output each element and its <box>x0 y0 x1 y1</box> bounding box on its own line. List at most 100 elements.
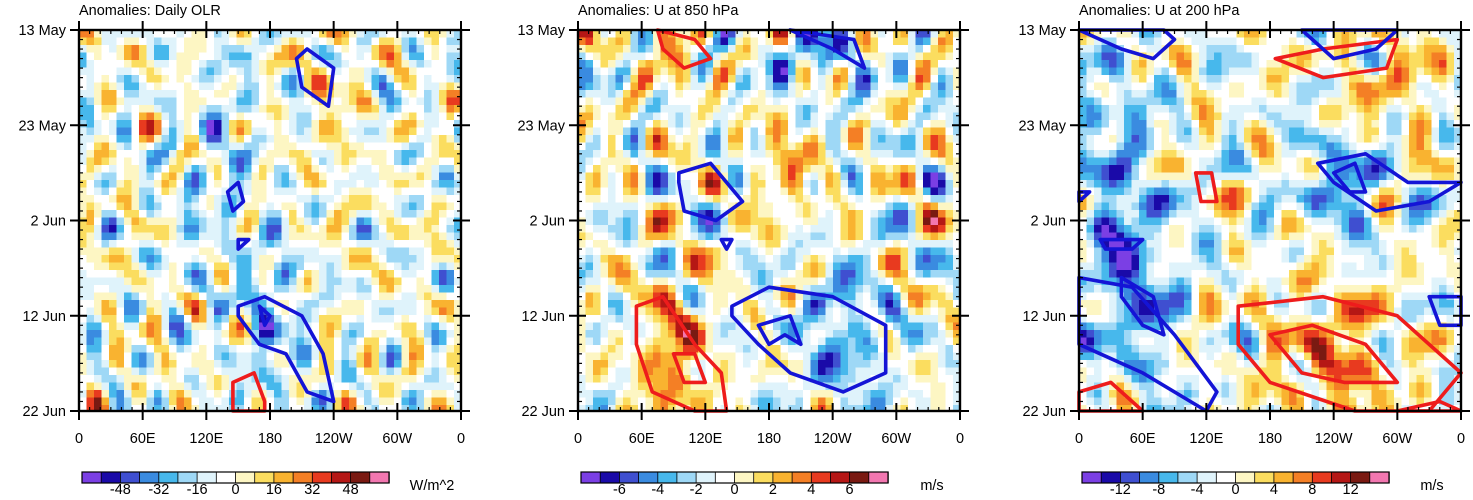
field-cell <box>214 105 222 113</box>
field-cell <box>758 308 766 316</box>
field-cell <box>124 135 132 143</box>
field-cell <box>424 300 432 308</box>
field-cell <box>102 263 110 271</box>
field-cell <box>394 60 402 68</box>
field-cell <box>878 255 886 263</box>
field-cell <box>893 300 901 308</box>
field-cell <box>698 270 706 278</box>
field-cell <box>102 218 110 226</box>
field-cell <box>803 315 811 323</box>
field-cell <box>818 60 826 68</box>
field-cell <box>886 68 894 76</box>
field-cell <box>177 113 185 121</box>
field-cell <box>274 90 282 98</box>
field-cell <box>781 98 789 106</box>
field-cell <box>237 90 245 98</box>
field-cell <box>728 90 736 98</box>
field-cell <box>132 143 140 151</box>
field-cell <box>387 375 395 383</box>
field-cell <box>409 338 417 346</box>
field-cell <box>706 90 714 98</box>
field-cell <box>893 338 901 346</box>
field-cell <box>751 270 759 278</box>
field-cell <box>334 225 342 233</box>
field-cell <box>439 143 447 151</box>
field-cell <box>916 278 924 286</box>
field-cell <box>653 270 661 278</box>
field-cell <box>282 225 290 233</box>
field-cell <box>319 180 327 188</box>
field-cell <box>342 60 350 68</box>
field-cell <box>139 128 147 136</box>
field-cell <box>424 158 432 166</box>
field-cell <box>706 315 714 323</box>
field-cell <box>766 150 774 158</box>
field-cell <box>728 60 736 68</box>
field-cell <box>653 323 661 331</box>
field-cell <box>743 83 751 91</box>
field-cell <box>349 188 357 196</box>
field-cell <box>908 120 916 128</box>
field-cell <box>147 360 155 368</box>
field-cell <box>638 120 646 128</box>
field-cell <box>908 315 916 323</box>
field-cell <box>124 173 132 181</box>
field-cell <box>586 83 594 91</box>
field-cell <box>728 83 736 91</box>
field-cell <box>646 75 654 83</box>
field-cell <box>169 293 177 301</box>
field-cell <box>229 218 237 226</box>
field-cell <box>372 315 380 323</box>
field-cell <box>796 225 804 233</box>
field-cell <box>289 398 297 406</box>
field-cell <box>304 105 312 113</box>
field-cell <box>162 375 170 383</box>
field-cell <box>132 60 140 68</box>
field-cell <box>154 120 162 128</box>
field-cell <box>893 105 901 113</box>
field-cell <box>901 270 909 278</box>
field-cell <box>893 135 901 143</box>
field-cell <box>319 173 327 181</box>
field-cell <box>432 218 440 226</box>
field-cell <box>841 278 849 286</box>
field-cell <box>908 195 916 203</box>
field-cell <box>274 180 282 188</box>
field-cell <box>252 210 260 218</box>
field-cell <box>871 270 879 278</box>
field-cell <box>289 293 297 301</box>
field-cell <box>661 135 669 143</box>
field-cell <box>893 195 901 203</box>
field-cell <box>342 135 350 143</box>
field-cell <box>417 165 425 173</box>
field-cell <box>623 120 631 128</box>
field-cell <box>102 293 110 301</box>
field-cell <box>199 120 207 128</box>
field-cell <box>848 173 856 181</box>
field-cell <box>713 203 721 211</box>
field-cell <box>102 143 110 151</box>
field-cell <box>357 293 365 301</box>
field-cell <box>177 323 185 331</box>
field-cell <box>653 225 661 233</box>
field-cell <box>586 270 594 278</box>
field-cell <box>207 263 215 271</box>
field-cell <box>788 75 796 83</box>
field-cell <box>274 188 282 196</box>
field-cell <box>162 135 170 143</box>
field-cell <box>342 225 350 233</box>
field-cell <box>349 98 357 106</box>
field-cell <box>766 98 774 106</box>
field-cell <box>162 285 170 293</box>
field-cell <box>676 128 684 136</box>
field-cell <box>214 210 222 218</box>
field-cell <box>893 150 901 158</box>
field-cell <box>132 53 140 61</box>
field-cell <box>623 263 631 271</box>
field-cell <box>856 135 864 143</box>
field-cell <box>274 210 282 218</box>
field-cell <box>818 218 826 226</box>
field-cell <box>357 83 365 91</box>
field-cell <box>124 150 132 158</box>
field-cell <box>871 90 879 98</box>
